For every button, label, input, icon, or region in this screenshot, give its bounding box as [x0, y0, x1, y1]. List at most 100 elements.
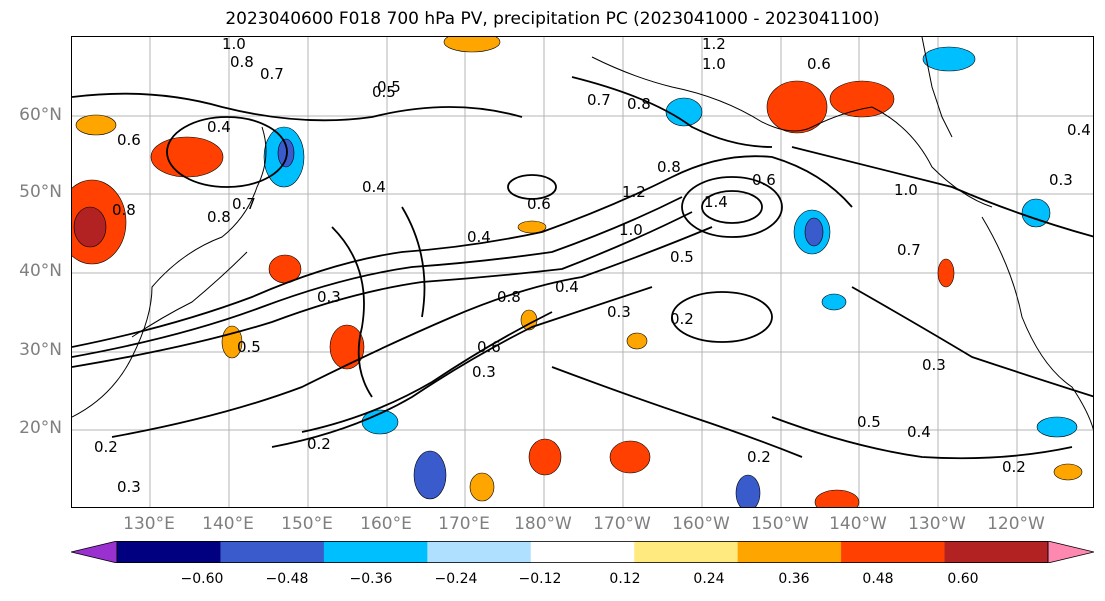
contour-label: 0.3: [607, 303, 631, 321]
contour-label: 0.8: [230, 53, 254, 71]
precip-patch: [829, 80, 895, 118]
contour-label: 0.4: [362, 178, 386, 196]
contour-label: 0.7: [232, 195, 256, 213]
precip-patch: [73, 206, 107, 248]
coastlines: [72, 37, 1093, 431]
colorbar-segment: [634, 541, 739, 563]
contour-label: 0.2: [747, 448, 771, 466]
colorbar-segment: [117, 541, 221, 563]
contour-label: 0.4: [907, 423, 931, 441]
precip-patch: [469, 472, 495, 502]
contour-label: 0.4: [467, 228, 491, 246]
colorbar-tick-label: −0.48: [265, 571, 309, 587]
precip-patch: [517, 220, 547, 234]
contour-label: 1.0: [619, 221, 643, 239]
contour-label: 1.4: [704, 193, 728, 211]
contour-label: 0.8: [207, 208, 231, 226]
precip-patch: [150, 136, 224, 178]
contour-label: 0.3: [922, 356, 946, 374]
colorbar-segment: [427, 541, 532, 563]
precip-shading: [72, 37, 1083, 507]
colorbar-segment: [323, 541, 428, 563]
precip-patch: [1021, 198, 1051, 228]
map-canvas: 1.0 0.8 0.7 0.5 1.2 1.0 0.6 0.7 0.8 0.4 …: [72, 37, 1093, 507]
precip-patch: [626, 332, 648, 350]
contour-label: 0.2: [1002, 458, 1026, 476]
lat-label-30n: 30°N: [19, 340, 62, 360]
lon-label-120w: 120°W: [987, 514, 1045, 534]
contour-label: 1.0: [894, 181, 918, 199]
contour-label: 0.8: [112, 201, 136, 219]
precip-patch: [766, 80, 828, 134]
lat-label-40n: 40°N: [19, 261, 62, 281]
colorbar-extend-max: [1047, 541, 1094, 563]
contour-label: 1.2: [622, 183, 646, 201]
colorbar-tick-label: 0.48: [862, 571, 894, 587]
precip-patch: [735, 474, 761, 507]
colorbar-tick-label: −0.24: [434, 571, 478, 587]
contour-label: 0.8: [627, 95, 651, 113]
contour-label: 0.5: [670, 248, 694, 266]
contour-label: 0.3: [1049, 171, 1073, 189]
precip-patch: [75, 114, 117, 136]
contour-label: 0.8: [657, 158, 681, 176]
lon-label-130w: 130°W: [908, 514, 966, 534]
lon-label-180w: 180°W: [514, 514, 572, 534]
contour-label: 0.6: [117, 131, 141, 149]
contour-label: 0.8: [497, 288, 521, 306]
lat-label-60n: 60°N: [19, 105, 62, 125]
precip-patch: [277, 138, 295, 168]
contour-label: 1.2: [702, 37, 726, 53]
contour-label: 0.4: [207, 118, 231, 136]
colorbar-tick-label: 0.36: [778, 571, 810, 587]
contour-label: 0.5: [857, 413, 881, 431]
contour-label: 0.5: [237, 338, 261, 356]
precip-patch: [922, 46, 976, 72]
colorbar: [71, 541, 1094, 563]
lon-label-160e: 160°E: [360, 514, 412, 534]
lon-label-160w: 160°W: [672, 514, 730, 534]
contour-label: 0.5: [377, 78, 401, 96]
contour-label: 0.6: [477, 338, 501, 356]
contour-label: 0.3: [117, 478, 141, 496]
precip-patch: [528, 438, 562, 476]
contour-label: 0.3: [472, 363, 496, 381]
precip-patch: [413, 450, 447, 500]
colorbar-tick-label: −0.60: [180, 571, 224, 587]
precip-patch: [937, 258, 955, 288]
colorbar-tick-label: −0.36: [349, 571, 393, 587]
colorbar-segment: [220, 541, 325, 563]
contour-label: 0.7: [260, 65, 284, 83]
contour-label: 0.6: [752, 171, 776, 189]
contour-label: 0.6: [527, 195, 551, 213]
precip-patch: [814, 489, 860, 507]
lat-label-50n: 50°N: [19, 182, 62, 202]
colorbar-segment: [841, 541, 946, 563]
contour-label: 0.2: [94, 438, 118, 456]
precip-patch: [665, 97, 703, 127]
lon-label-150w: 150°W: [751, 514, 809, 534]
colorbar-tick-label: 0.60: [947, 571, 979, 587]
pv-contours: [72, 76, 1093, 460]
contour-label: 0.4: [1067, 121, 1091, 139]
lat-label-20n: 20°N: [19, 418, 62, 438]
lon-label-130e: 130°E: [123, 514, 175, 534]
colorbar-extend-min: [71, 541, 118, 563]
precip-patch: [609, 440, 651, 474]
colorbar-tick-label: 0.12: [609, 571, 641, 587]
colorbar-frame: [116, 541, 1049, 563]
lon-label-140w: 140°W: [829, 514, 887, 534]
contour-label: 0.4: [555, 278, 579, 296]
contour-label: 0.3: [317, 288, 341, 306]
contour-label: 0.5: [372, 83, 396, 101]
lon-label-150e: 150°E: [281, 514, 333, 534]
precip-patch: [1053, 463, 1083, 481]
colorbar-tick-label: 0.24: [693, 571, 725, 587]
map-title: 2023040600 F018 700 hPa PV, precipitatio…: [225, 9, 880, 29]
precip-patch: [1036, 416, 1078, 438]
lon-label-140e: 140°E: [202, 514, 254, 534]
precip-patch: [443, 37, 501, 53]
contour-label: 1.0: [222, 37, 246, 53]
colorbar-segment: [530, 541, 635, 563]
colorbar-segment: [944, 541, 1049, 563]
